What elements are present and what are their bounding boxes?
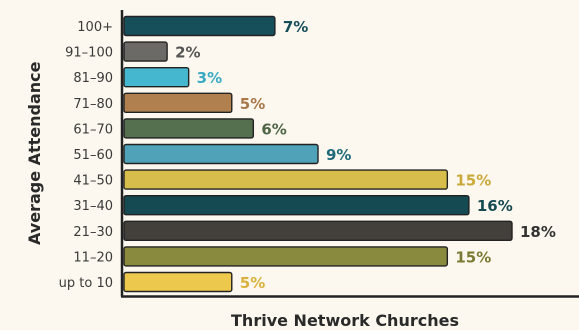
tick-label-9: 11–20 <box>73 250 113 265</box>
tick-label-4: 61–70 <box>73 122 113 137</box>
data-label-3: 5% <box>240 95 265 113</box>
data-label-6: 15% <box>455 172 491 190</box>
bars-layer <box>123 15 513 293</box>
bar-8 <box>123 220 513 242</box>
tick-label-8: 21–30 <box>73 225 113 240</box>
tick-label-7: 31–40 <box>73 199 113 214</box>
x-axis-title: Thrive Network Churches <box>231 311 459 330</box>
data-label-9: 15% <box>455 248 491 266</box>
tick-label-6: 41–50 <box>73 174 113 189</box>
tick-label-1: 91–100 <box>65 46 113 61</box>
tick-label-10: up to 10 <box>59 276 113 291</box>
bar-1 <box>123 41 168 62</box>
bar-7 <box>123 194 470 216</box>
data-label-5: 9% <box>326 146 351 164</box>
tick-label-3: 71–80 <box>73 97 113 112</box>
data-label-1: 2% <box>175 44 200 62</box>
bar-10 <box>123 271 233 293</box>
bar-9 <box>123 246 449 267</box>
bar-6 <box>123 169 449 190</box>
data-labels-layer: 7% 2% 3% 5% 6% 9% 15% 16% 18% 15% 5% <box>175 18 556 292</box>
tick-label-2: 81–90 <box>73 71 113 86</box>
bar-3 <box>123 92 233 114</box>
data-label-8: 18% <box>520 223 556 241</box>
bar-2 <box>123 66 190 88</box>
y-axis-title: Average Attendance <box>25 61 44 245</box>
data-label-0: 7% <box>283 18 308 36</box>
tick-label-0: 100+ <box>77 20 113 35</box>
tick-label-5: 51–60 <box>73 148 113 163</box>
bar-0 <box>123 15 276 37</box>
tick-labels-layer: 100+ 91–100 81–90 71–80 61–70 51–60 41–50 31–40… <box>59 20 113 291</box>
data-label-10: 5% <box>240 274 265 292</box>
bar-5 <box>123 143 319 165</box>
data-label-7: 16% <box>477 197 513 215</box>
bar-4 <box>123 118 255 139</box>
data-label-4: 6% <box>261 120 286 138</box>
data-label-2: 3% <box>197 69 222 87</box>
